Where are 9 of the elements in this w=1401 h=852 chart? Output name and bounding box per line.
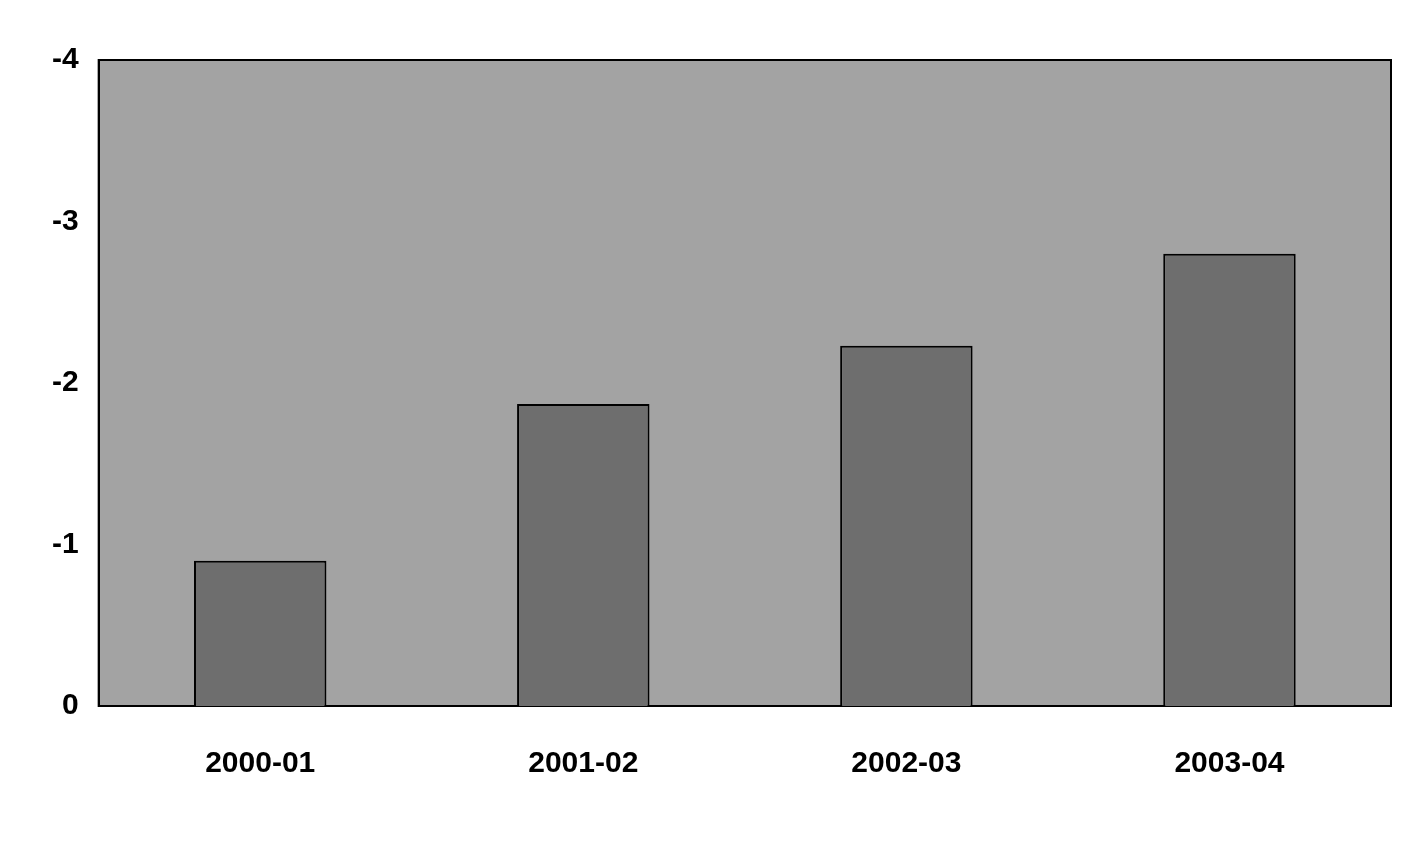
x-tick-label: 2003-04 <box>1174 745 1285 779</box>
y-tick-label: -1 <box>51 525 79 559</box>
y-tick-label: -3 <box>51 202 79 236</box>
x-tick-label: 2001-02 <box>528 745 639 779</box>
x-tick-label: 2000-01 <box>205 745 316 779</box>
y-tick-label: -4 <box>51 41 79 75</box>
y-tick-label: -2 <box>51 364 79 398</box>
x-tick-label: 2002-03 <box>851 745 962 779</box>
y-tick-label: 0 <box>61 687 79 721</box>
